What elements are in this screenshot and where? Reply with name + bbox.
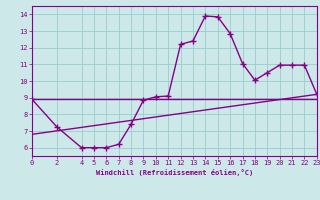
X-axis label: Windchill (Refroidissement éolien,°C): Windchill (Refroidissement éolien,°C) bbox=[96, 169, 253, 176]
